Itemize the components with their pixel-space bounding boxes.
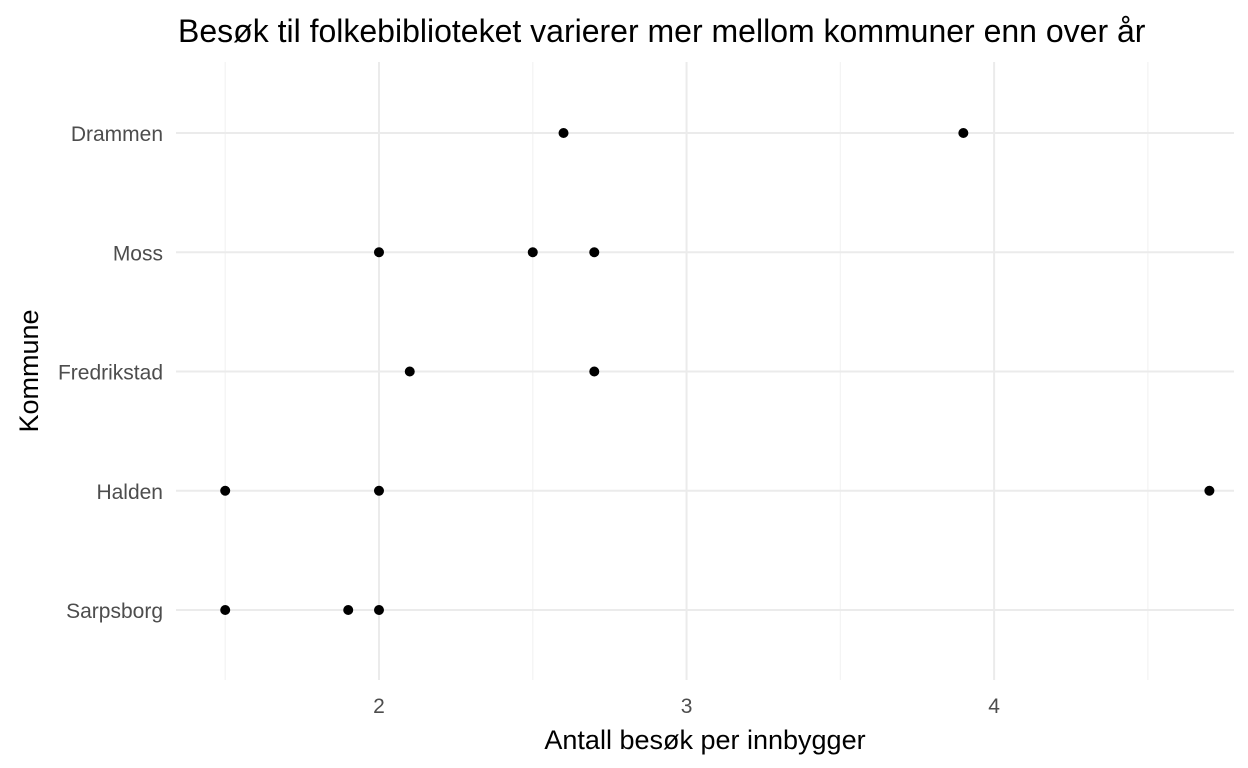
y-axis-tick-labels: Drammen Moss Fredrikstad Halden Sarpsborg: [58, 123, 163, 623]
y-axis-title: Kommune: [14, 309, 44, 432]
x-tick-label: 2: [373, 695, 385, 718]
data-point: [404, 366, 415, 377]
major-gridlines: [176, 62, 1234, 680]
x-tick-label: 4: [988, 695, 1000, 718]
data-point: [373, 247, 384, 258]
y-tick-label: Moss: [113, 242, 163, 265]
x-axis-title: Antall besøk per innbygger: [544, 725, 865, 755]
data-point: [558, 128, 569, 138]
data-point: [589, 247, 600, 258]
data-point: [373, 605, 384, 615]
y-tick-label: Sarpsborg: [66, 600, 163, 623]
data-point: [958, 128, 969, 138]
data-point: [1204, 485, 1215, 496]
x-tick-label: 3: [681, 695, 693, 718]
data-point: [373, 485, 384, 496]
data-point: [343, 605, 354, 615]
data-point: [220, 485, 231, 496]
y-tick-label: Fredrikstad: [58, 362, 163, 385]
y-tick-label: Drammen: [71, 123, 163, 146]
data-points: [220, 128, 1215, 615]
data-point: [527, 247, 538, 258]
data-point: [589, 366, 600, 377]
chart-title: Besøk til folkebiblioteket varierer mer …: [178, 13, 1146, 49]
data-point: [220, 605, 231, 615]
x-axis-tick-labels: 2 3 4: [373, 695, 1000, 718]
y-tick-label: Halden: [96, 481, 163, 504]
